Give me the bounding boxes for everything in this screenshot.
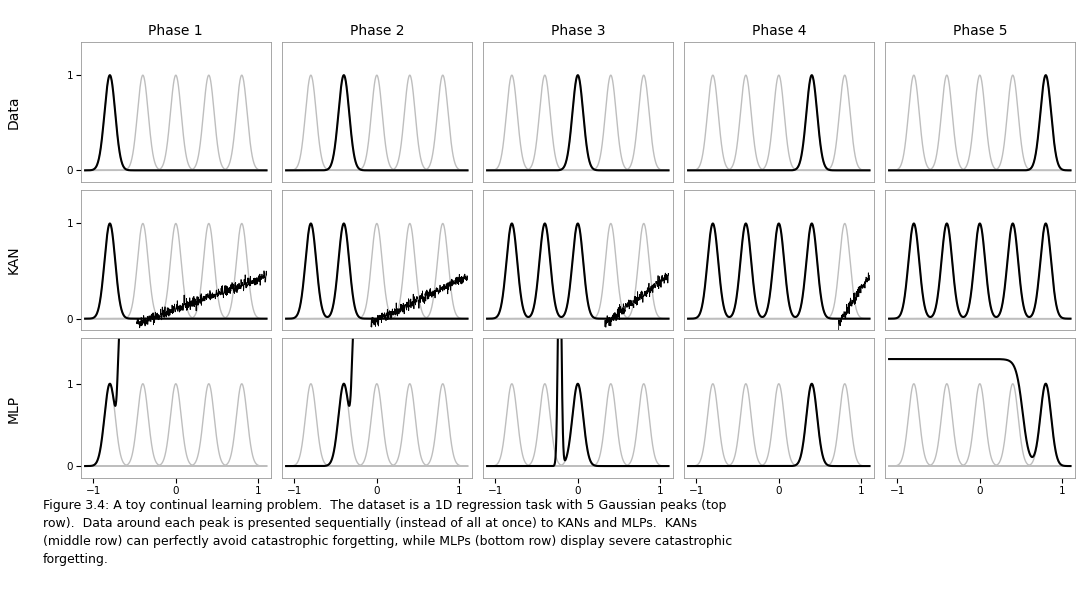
Text: Figure 3.4: A toy continual learning problem.  The dataset is a 1D regression ta: Figure 3.4: A toy continual learning pro… [43, 499, 732, 566]
Title: Phase 3: Phase 3 [551, 24, 605, 38]
Title: Phase 2: Phase 2 [350, 24, 404, 38]
Text: KAN: KAN [8, 246, 21, 274]
Title: Phase 4: Phase 4 [752, 24, 806, 38]
Text: Data: Data [8, 95, 21, 129]
Title: Phase 5: Phase 5 [953, 24, 1007, 38]
Text: MLP: MLP [8, 394, 21, 423]
Title: Phase 1: Phase 1 [148, 24, 203, 38]
